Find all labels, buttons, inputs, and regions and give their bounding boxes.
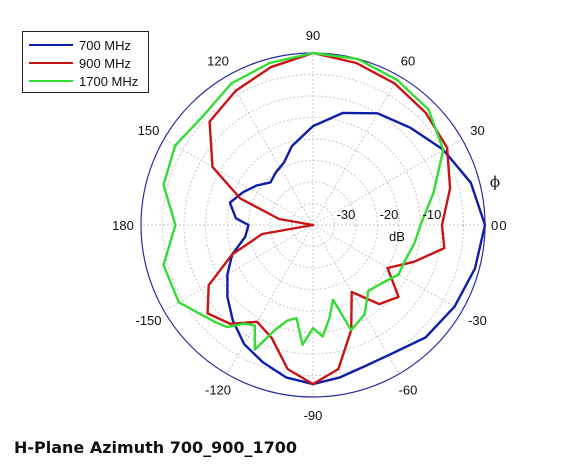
radial-gridline bbox=[312, 224, 400, 375]
theta-tick-label: -120 bbox=[205, 383, 231, 398]
radial-gridline bbox=[312, 75, 400, 226]
series-line-900-mhz bbox=[206, 51, 452, 386]
grid-circle bbox=[226, 138, 400, 312]
legend-swatch-1700 bbox=[29, 80, 73, 82]
legend-swatch-900 bbox=[29, 62, 73, 64]
r-tick-label: -30 bbox=[337, 207, 356, 222]
legend-item-700: 700 MHz bbox=[29, 36, 131, 54]
series-layer bbox=[162, 51, 487, 386]
theta-axis-label: ϕ bbox=[490, 173, 500, 191]
r-tick-label: -20 bbox=[380, 207, 399, 222]
theta-tick-label: 0 bbox=[499, 218, 506, 233]
theta-tick-label: 180 bbox=[112, 218, 134, 233]
legend-item-1700: 1700 MHz bbox=[29, 72, 138, 90]
radial-gridline bbox=[226, 75, 314, 226]
theta-tick-label: 30 bbox=[470, 123, 484, 138]
theta-tick-label: 120 bbox=[207, 54, 229, 69]
theta-tick-label: -90 bbox=[304, 408, 323, 423]
theta-tick-label: -60 bbox=[399, 383, 418, 398]
legend-label-900: 900 MHz bbox=[79, 55, 132, 71]
radial-gridline bbox=[163, 138, 314, 226]
grid-circle bbox=[248, 160, 378, 290]
r-tick-label: -10 bbox=[423, 207, 442, 222]
series-line-1700-mhz bbox=[162, 51, 445, 351]
r-axis-label: dB bbox=[389, 229, 405, 244]
theta-tick-label: 90 bbox=[306, 28, 320, 43]
r-tick-label: 0 bbox=[491, 218, 498, 233]
legend-swatch-700 bbox=[29, 44, 73, 46]
radial-gridline bbox=[312, 138, 463, 226]
theta-tick-label: 150 bbox=[138, 123, 160, 138]
legend-label-700: 700 MHz bbox=[79, 37, 132, 53]
chart-caption: H-Plane Azimuth 700_900_1700 bbox=[14, 438, 298, 457]
grid-circle bbox=[269, 181, 357, 269]
axis-labels: 0 30 60 90 120 150 180 -150 -120 -90 -60 -30 -30 -20 -… bbox=[112, 28, 506, 423]
grid-circle bbox=[291, 203, 335, 247]
legend-label-1700: 1700 MHz bbox=[79, 73, 139, 89]
radial-gridline bbox=[163, 224, 314, 312]
theta-tick-label: -150 bbox=[135, 313, 161, 328]
radial-gridline bbox=[312, 224, 463, 312]
grid-circle bbox=[162, 74, 464, 376]
series-line-700-mhz bbox=[226, 111, 487, 386]
legend-item-900: 900 MHz bbox=[29, 54, 131, 72]
radial-gridline bbox=[226, 224, 314, 375]
legend: 700 MHz 900 MHz 1700 MHz bbox=[22, 31, 149, 93]
theta-tick-label: 60 bbox=[401, 54, 415, 69]
theta-tick-label: -30 bbox=[468, 313, 487, 328]
